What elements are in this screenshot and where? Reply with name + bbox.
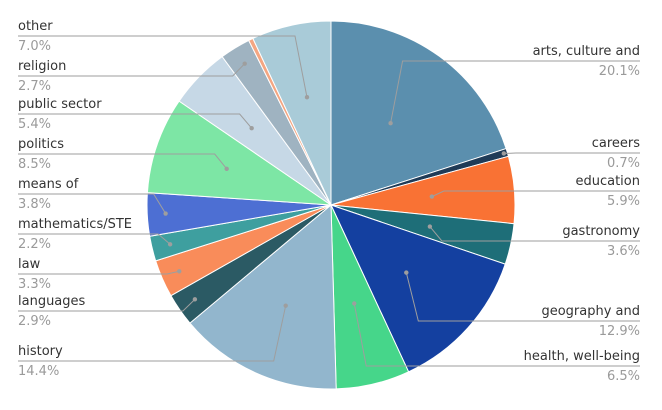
slice-percent-education: 5.9% (607, 194, 640, 209)
slice-percent-careers: 0.7% (607, 156, 640, 171)
slice-arts-culture-and-leader-dot (388, 121, 393, 126)
slice-gastronomy-leader (429, 226, 640, 242)
slice-gastronomy-leader-dot (427, 224, 433, 229)
slice-percent-law: 3.3% (18, 277, 51, 292)
slice-means-of-leader-dot (163, 211, 168, 216)
slice-public-sector-leader-dot (249, 126, 254, 131)
slice-mathematics-ste-leader-dot (167, 242, 173, 247)
slice-history-leader-dot (283, 303, 288, 308)
slice-label-mathematics-ste: mathematics/STE (18, 217, 132, 232)
slice-politics-leader-dot (224, 166, 229, 172)
slice-other-leader-dot (304, 95, 310, 100)
slice-label-geography-and: geography and (541, 304, 640, 319)
slice-percent-public-sector: 5.4% (18, 117, 51, 132)
slice-careers-leader-dot (501, 151, 507, 156)
slice-label-gastronomy: gastronomy (562, 224, 640, 239)
slice-percent-politics: 8.5% (18, 157, 51, 172)
slice-percent-means-of: 3.8% (18, 197, 51, 212)
slice-label-politics: politics (18, 137, 64, 152)
slice-languages-leader-dot (192, 297, 198, 302)
slice-religion-leader-dot (242, 61, 247, 66)
slice-languages-leader (18, 298, 196, 312)
slice-public-sector-leader (18, 113, 253, 129)
slice-percent-gastronomy: 3.6% (607, 244, 640, 259)
slice-label-languages: languages (18, 294, 86, 309)
slice-label-health-well-being: health, well-being (524, 349, 640, 364)
slice-religion-leader (18, 63, 246, 77)
slice-percent-mathematics-ste: 2.2% (18, 237, 51, 252)
pie-slice-politics (146, 100, 333, 206)
slice-law-leader-dot (177, 269, 182, 274)
slice-means-of-leader (18, 193, 167, 214)
slice-label-public-sector: public sector (18, 97, 102, 112)
slice-geography-and-leader (405, 272, 640, 322)
slice-geography-and-leader-dot (404, 270, 409, 275)
slice-label-arts-culture-and: arts, culture and (533, 44, 640, 59)
slice-percent-geography-and: 12.9% (599, 324, 640, 339)
slice-politics-leader (18, 153, 228, 170)
pie-slice-other (252, 20, 332, 206)
slice-label-other: other (18, 19, 53, 34)
slice-label-law: law (18, 257, 41, 272)
pie-labels: arts, culture and 20.1% careers 0.7% educati… (18, 19, 640, 384)
slice-percent-languages: 2.9% (18, 314, 51, 329)
pie-slice-geography-and (330, 204, 506, 373)
pie-slice-history (189, 203, 337, 390)
slice-label-education: education (575, 174, 640, 189)
slice-other-leader (18, 35, 308, 98)
slice-percent-history: 14.4% (18, 364, 59, 379)
pie-slices (146, 20, 516, 390)
slice-label-means-of: means of (18, 177, 79, 192)
slice-label-careers: careers (592, 136, 641, 151)
slice-education-leader (431, 190, 640, 198)
slice-health-well-being-leader (353, 303, 640, 367)
slice-health-well-being-leader-dot (352, 301, 357, 306)
slice-education-leader-dot (429, 194, 435, 199)
slice-label-religion: religion (18, 59, 66, 74)
slice-label-history: history (18, 344, 63, 359)
slice-percent-religion: 2.7% (18, 79, 51, 94)
slice-law-leader (18, 270, 180, 275)
slice-percent-health-well-being: 6.5% (607, 369, 640, 384)
slice-arts-culture-and-leader (390, 60, 640, 124)
slice-percent-other: 7.0% (18, 39, 51, 54)
slice-percent-arts-culture-and: 20.1% (599, 64, 640, 79)
pie-slice-arts-culture-and (330, 20, 507, 206)
slice-history-leader (18, 305, 287, 362)
slice-mathematics-ste-leader (18, 233, 171, 245)
